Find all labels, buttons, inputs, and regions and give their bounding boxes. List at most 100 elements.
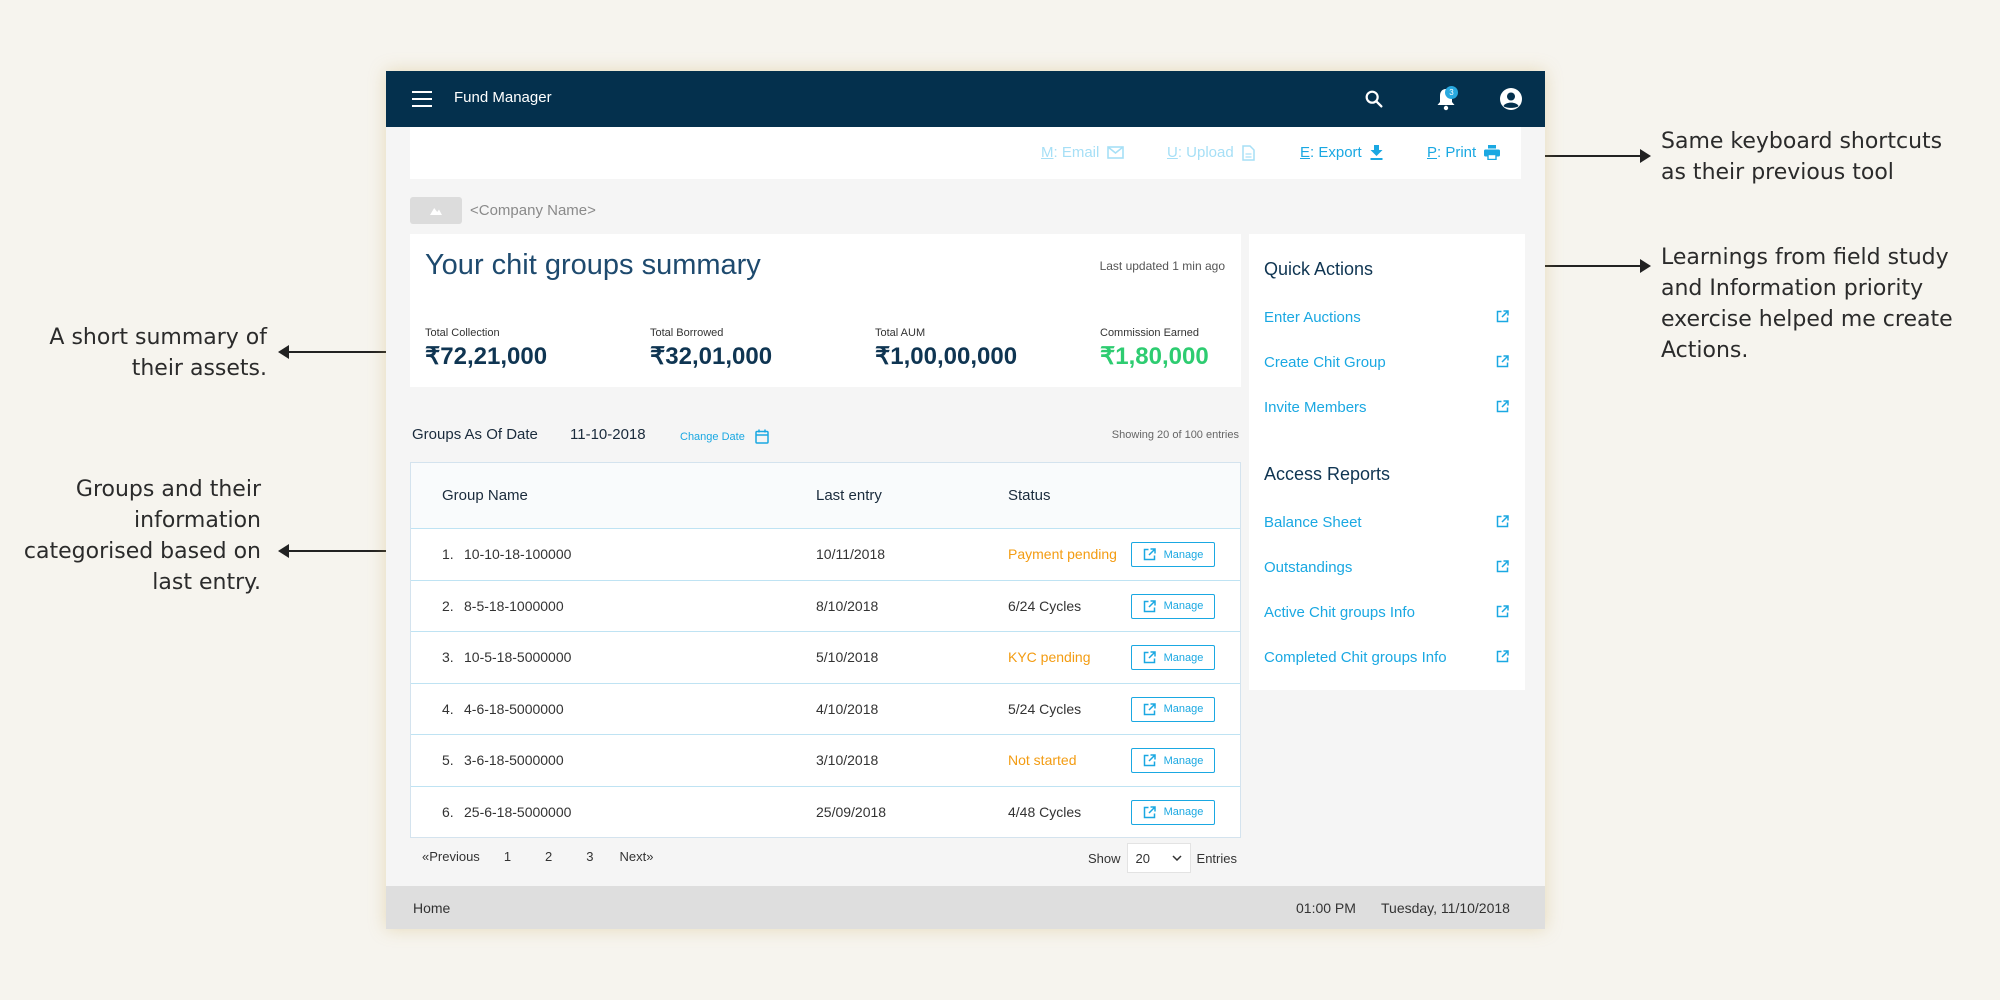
stat-label: Total Collection: [425, 327, 500, 339]
footer-time: 01:00 PM: [1296, 900, 1356, 916]
group-name: 8-5-18-1000000: [464, 597, 564, 614]
manage-button[interactable]: Manage: [1131, 696, 1215, 722]
page-link-3[interactable]: 3: [586, 849, 594, 864]
quick-action-link[interactable]: Create Chit Group: [1264, 354, 1509, 371]
link-label: Outstandings: [1264, 559, 1353, 576]
page-link-2[interactable]: 2: [545, 849, 553, 864]
row-number: 1.: [442, 546, 454, 562]
menu-icon[interactable]: [412, 91, 432, 107]
change-date-button[interactable]: Change Date: [680, 429, 769, 444]
stat-value: ₹72,21,000: [425, 343, 548, 370]
status: 4/48 Cycles: [1008, 803, 1082, 820]
manage-button[interactable]: Manage: [1131, 593, 1215, 619]
manage-label: Manage: [1163, 806, 1204, 818]
manage-button[interactable]: Manage: [1131, 645, 1215, 670]
printer-icon: [1484, 145, 1501, 160]
external-link-icon: [1143, 702, 1156, 716]
user-icon[interactable]: [1499, 87, 1523, 111]
table-row: 1. 10-10-18-100000 10/11/2018 Payment pendi…: [411, 529, 1240, 581]
shortcut-key: E: [1300, 144, 1311, 161]
status: KYC pending: [1008, 649, 1091, 665]
table-row: 3. 10-5-18-5000000 5/10/2018 KYC pending Man…: [411, 632, 1240, 684]
export-button[interactable]: E: Export: [1300, 144, 1383, 161]
stat-value: ₹32,01,000: [650, 343, 773, 370]
print-button[interactable]: P: Print: [1427, 144, 1501, 161]
stat-value: ₹1,00,00,000: [875, 343, 1018, 370]
annotation-line: Same keyboard shortcuts: [1661, 129, 1943, 154]
previous-page-link[interactable]: «Previous: [422, 849, 480, 864]
annotation-shortcuts: Same keyboard shortcuts as their previou…: [1661, 126, 1942, 188]
row-number: 2.: [442, 597, 454, 614]
table-row: 4. 4-6-18-5000000 4/10/2018 5/24 Cycles Mana…: [411, 684, 1240, 735]
email-button[interactable]: M: Email: [1041, 144, 1125, 161]
column-status: Status: [1008, 487, 1051, 504]
app-window: Fund Manager 3 M: Email U: Upload E: Exp…: [386, 71, 1545, 929]
group-name: 3-6-18-5000000: [464, 752, 564, 768]
report-link[interactable]: Active Chit groups Info: [1264, 604, 1509, 621]
annotation-connector: [1520, 265, 1642, 267]
status: 5/24 Cycles: [1008, 700, 1082, 717]
row-number: 5.: [442, 752, 454, 768]
link-label: Create Chit Group: [1264, 354, 1386, 371]
link-label: Invite Members: [1264, 399, 1367, 416]
table-row: 6. 25-6-18-5000000 25/09/2018 4/48 Cycles Ma…: [411, 787, 1240, 839]
app-title: Fund Manager: [454, 89, 552, 106]
quick-actions-title: Quick Actions: [1264, 259, 1374, 279]
quick-action-link[interactable]: Invite Members: [1264, 399, 1509, 416]
next-page-link[interactable]: Next»: [619, 849, 654, 864]
last-entry: 25/09/2018: [816, 803, 887, 820]
manage-label: Manage: [1163, 548, 1204, 561]
manage-label: Manage: [1163, 651, 1204, 664]
annotation-connector: [1522, 155, 1642, 157]
arrow-right-icon: [1640, 149, 1651, 163]
shortcut-key: U: [1167, 144, 1178, 161]
email-label: : Email: [1053, 144, 1100, 161]
upload-button[interactable]: U: Upload: [1167, 144, 1255, 161]
arrow-right-icon: [1640, 259, 1651, 273]
column-last-entry: Last entry: [816, 487, 882, 504]
change-date-label: Change Date: [680, 430, 745, 443]
home-link[interactable]: Home: [413, 900, 451, 916]
top-navbar: Fund Manager 3: [386, 71, 1545, 127]
last-entry: 4/10/2018: [816, 700, 879, 717]
annotation-line: last entry.: [152, 570, 261, 595]
table-body: 1. 10-10-18-100000 10/11/2018 Payment pendi…: [411, 529, 1240, 838]
stat-value: ₹1,80,000: [1100, 343, 1209, 370]
report-link[interactable]: Completed Chit groups Info: [1264, 649, 1509, 666]
table-header: Group Name Last entry Status: [411, 463, 1240, 529]
page-size-select[interactable]: 20: [1126, 843, 1191, 873]
stat-total-collection: Total Collection ₹72,21,000: [425, 327, 547, 371]
page-link-1[interactable]: 1: [503, 849, 512, 864]
groups-date: 11-10-2018: [570, 426, 646, 443]
manage-button[interactable]: Manage: [1131, 542, 1215, 567]
shortcut-key: P: [1427, 144, 1438, 161]
groups-header: Groups As Of Date 11-10-2018 Change Date…: [412, 426, 1239, 448]
manage-button[interactable]: Manage: [1131, 799, 1215, 825]
annotation-line: Learnings from field study: [1661, 245, 1949, 270]
entries-label: Entries: [1196, 850, 1237, 866]
search-icon[interactable]: [1363, 88, 1385, 110]
row-number: 6.: [442, 803, 454, 820]
report-link[interactable]: Balance Sheet: [1264, 514, 1509, 531]
external-link-icon: [1496, 400, 1509, 417]
annotation-groups: Groups and their information categorised…: [0, 474, 261, 598]
company-name: <Company Name>: [470, 202, 596, 219]
summary-title: Your chit groups summary: [425, 249, 761, 281]
annotation-line: categorised based on: [23, 539, 261, 564]
stat-label: Total Borrowed: [650, 327, 724, 339]
entries-count: Showing 20 of 100 entries: [1111, 429, 1239, 441]
stat-commission-earned: Commission Earned ₹1,80,000: [1100, 327, 1209, 371]
page-size-control: Show 20 Entries: [1088, 843, 1237, 873]
access-reports-title: Access Reports: [1264, 464, 1391, 484]
external-link-icon: [1143, 599, 1156, 613]
manage-button[interactable]: Manage: [1131, 748, 1215, 773]
column-group-name: Group Name: [442, 487, 528, 504]
annotation-line: information: [134, 508, 261, 533]
external-link-icon: [1496, 560, 1509, 577]
arrow-left-icon: [278, 544, 289, 558]
quick-action-link[interactable]: Enter Auctions: [1264, 309, 1509, 326]
report-link[interactable]: Outstandings: [1264, 559, 1509, 576]
external-link-icon: [1143, 548, 1156, 561]
group-name: 10-5-18-5000000: [464, 649, 572, 665]
group-name: 10-10-18-100000: [464, 546, 572, 562]
